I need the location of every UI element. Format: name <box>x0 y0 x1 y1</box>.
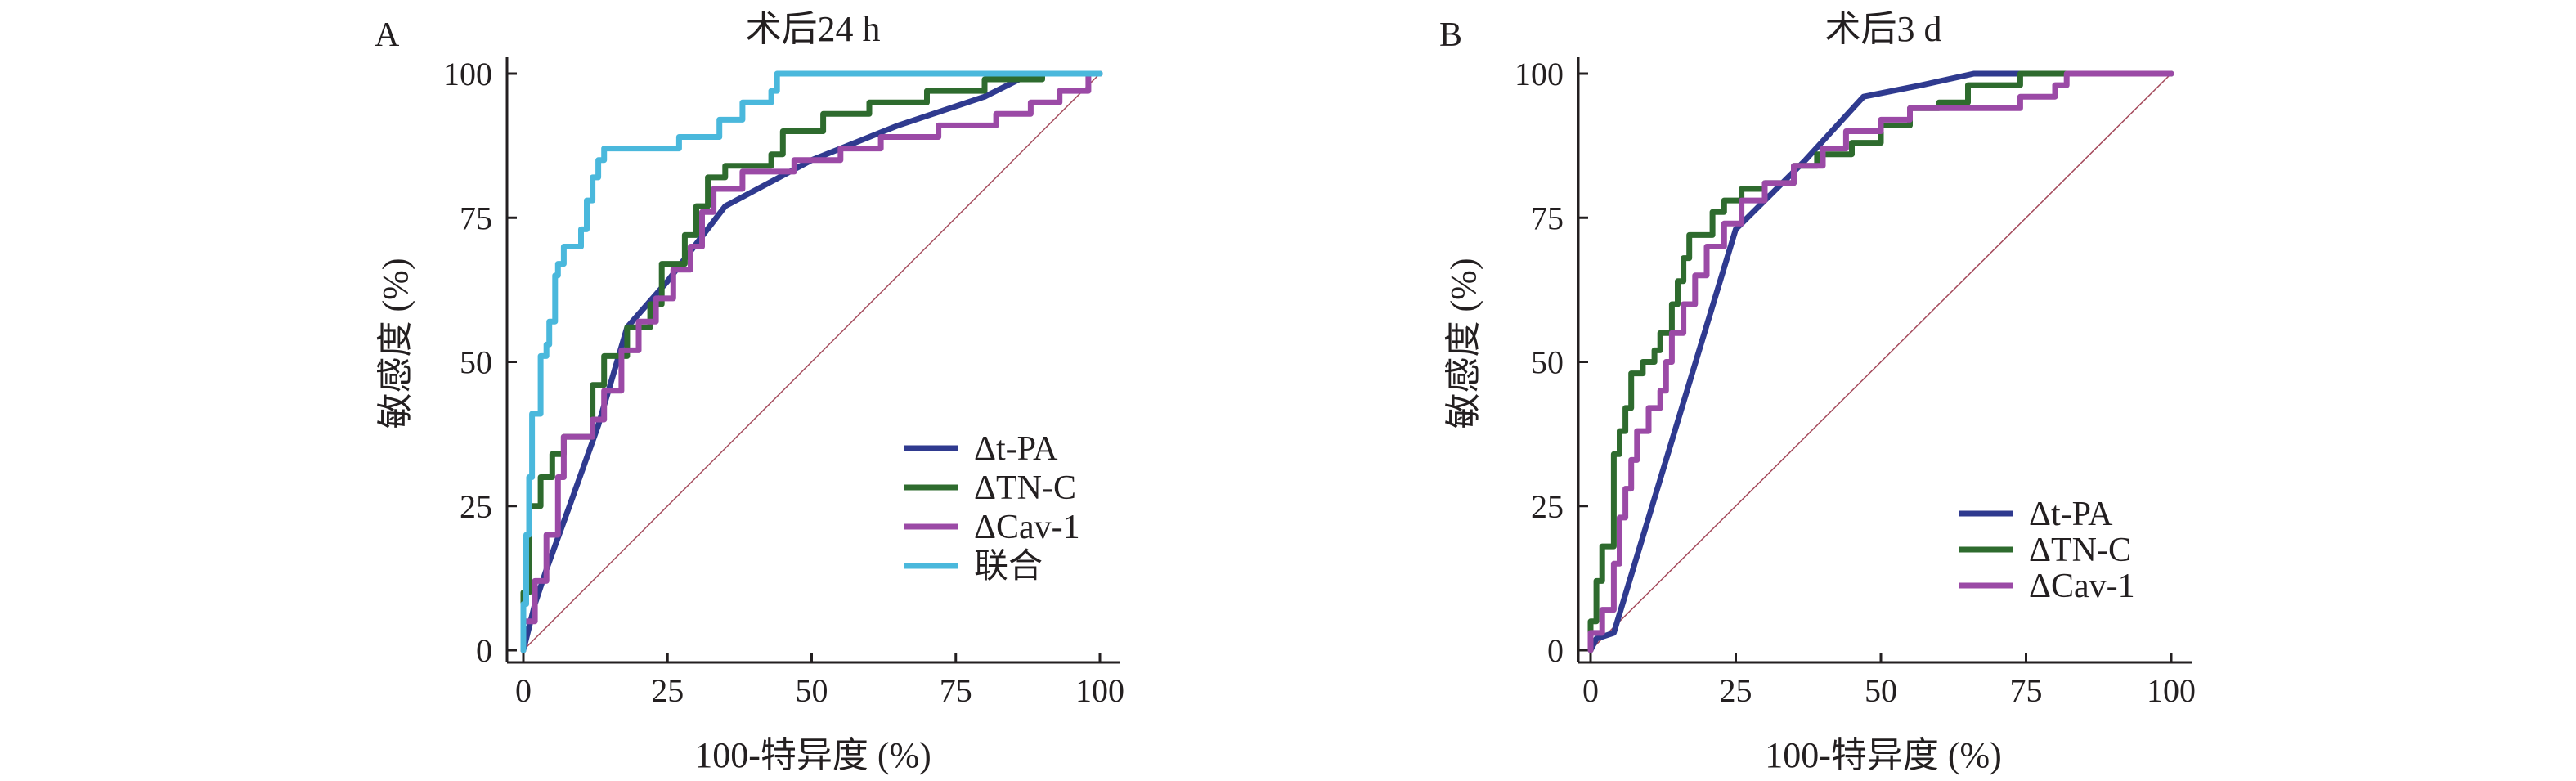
y-ticks-a: 0 25 50 75 100 <box>443 56 517 669</box>
series-group-b <box>1587 70 2174 653</box>
x-tick-label: 75 <box>2010 672 2043 709</box>
y-axis-label-b: 敏感度 (%) <box>1443 258 1483 429</box>
y-tick-label: 75 <box>1531 200 1564 236</box>
chart-title-b: 术后3 d <box>1825 9 1942 49</box>
series-group-a <box>520 70 1103 653</box>
y-tick-label: 100 <box>1515 56 1564 92</box>
y-tick-label: 25 <box>460 488 492 525</box>
y-tick-label: 0 <box>476 632 492 669</box>
y-tick-label: 50 <box>460 344 492 381</box>
y-tick-label: 0 <box>1547 632 1564 669</box>
panel-letter-a: A <box>375 16 400 54</box>
chart-title-a: 术后24 h <box>746 9 881 49</box>
legend-label-t-pa: Δt-PA <box>974 430 1058 468</box>
series-line-combined <box>520 70 1103 653</box>
y-tick-label: 50 <box>1531 344 1564 381</box>
reference-line-a <box>523 73 1101 651</box>
x-axis-label-b: 100-特异度 (%) <box>1765 735 2002 775</box>
y-axis-label-a: 敏感度 (%) <box>375 258 415 429</box>
series-line-tn-c <box>1587 70 2174 653</box>
series-line-t-pa <box>1587 70 2174 653</box>
x-tick-label: 75 <box>940 672 972 709</box>
legend-label-tn-c: ΔTN-C <box>2029 532 2131 569</box>
legend-label-combined: 联合 <box>974 548 1043 586</box>
y-tick-label: 75 <box>460 200 492 236</box>
series-line-cav-1 <box>520 70 1103 653</box>
chart-panel-b: B 术后3 d 100-特异度 (%) 敏感度 (%) 0 25 50 75 100 0… <box>1439 9 2196 775</box>
y-tick-label: 25 <box>1531 488 1564 525</box>
series-line-cav-1 <box>1587 70 2174 653</box>
legend-label-cav-1: ΔCav-1 <box>2029 568 2135 605</box>
x-tick-label: 50 <box>796 672 828 709</box>
y-tick-label: 100 <box>443 56 492 92</box>
x-tick-label: 100 <box>2147 672 2196 709</box>
x-ticks-a: 0 25 50 75 100 <box>515 653 1124 709</box>
x-tick-label: 100 <box>1075 672 1124 709</box>
legend-label-tn-c: ΔTN-C <box>974 469 1076 507</box>
y-ticks-b: 0 25 50 75 100 <box>1515 56 1588 669</box>
x-tick-label: 50 <box>1865 672 1897 709</box>
chart-panel-a: A 术后24 h 100-特异度 (%) 敏感度 (%) 0 25 50 75 100 … <box>375 9 1124 775</box>
panel-letter-b: B <box>1439 16 1462 54</box>
x-ticks-b: 0 25 50 75 100 <box>1582 653 2196 709</box>
legend-label-t-pa: Δt-PA <box>2029 496 2113 533</box>
x-tick-label: 0 <box>515 672 532 709</box>
series-line-tn-c <box>520 70 1103 653</box>
x-tick-label: 25 <box>1720 672 1752 709</box>
legend-label-cav-1: ΔCav-1 <box>974 509 1080 546</box>
x-tick-label: 0 <box>1582 672 1599 709</box>
x-axis-label-a: 100-特异度 (%) <box>694 735 931 775</box>
x-tick-label: 25 <box>651 672 684 709</box>
reference-line-b <box>1590 73 2172 651</box>
